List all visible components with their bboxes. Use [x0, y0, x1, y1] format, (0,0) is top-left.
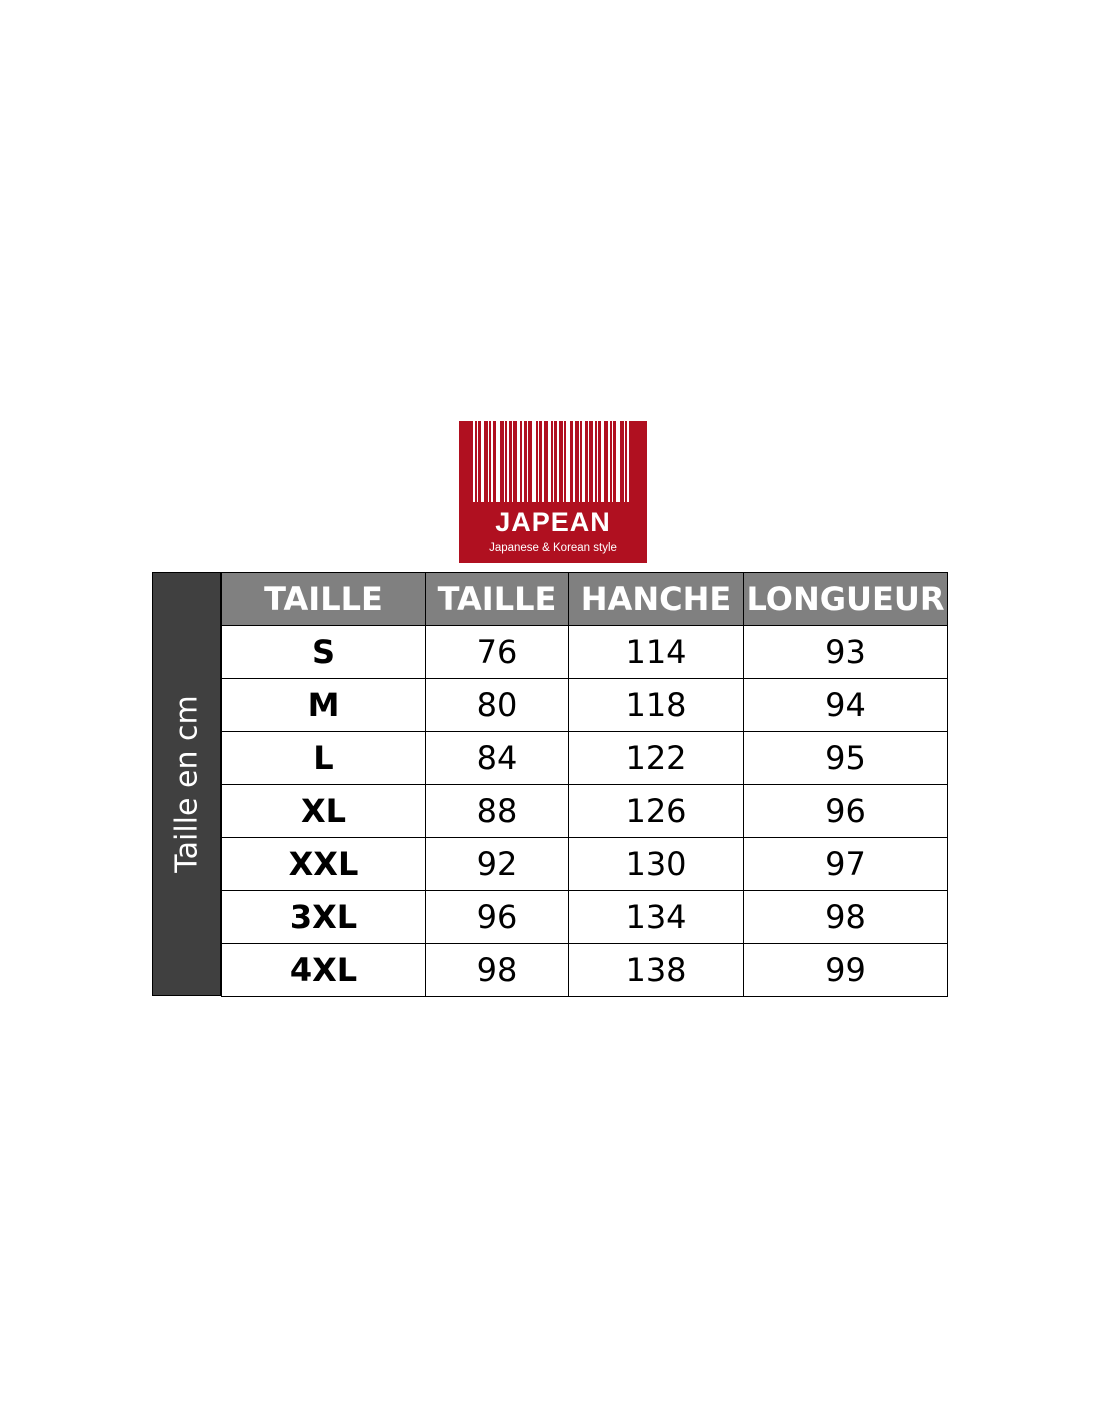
- logo-name: JAPEAN: [495, 507, 611, 537]
- barcode-graphic: [473, 421, 631, 502]
- barcode-bar: [504, 421, 505, 502]
- measure-cell: 118: [568, 678, 744, 732]
- table-row: M 80 118 94: [221, 678, 948, 732]
- header-cell: HANCHE: [568, 572, 744, 626]
- table-row: L 84 122 95: [221, 731, 948, 785]
- barcode-bar: [573, 421, 575, 502]
- barcode-bar: [608, 421, 610, 502]
- size-cell: L: [221, 731, 426, 785]
- size-cell: M: [221, 678, 426, 732]
- size-cell: XXL: [221, 837, 426, 891]
- barcode-bar: [522, 421, 524, 502]
- barcode-bar: [527, 421, 528, 502]
- barcode-bar: [616, 421, 620, 502]
- barcode-bar: [597, 421, 598, 502]
- side-label: Taille en cm: [169, 695, 204, 873]
- measure-cell: 126: [568, 784, 744, 838]
- barcode-bar: [496, 421, 500, 502]
- measure-cell: 98: [425, 943, 569, 997]
- measure-cell: 93: [743, 625, 948, 679]
- size-cell: XL: [221, 784, 426, 838]
- table-row: XL 88 126 96: [221, 784, 948, 838]
- barcode-bar: [627, 421, 629, 502]
- measure-cell: 94: [743, 678, 948, 732]
- size-cell: 4XL: [221, 943, 426, 997]
- measure-cell: 96: [425, 890, 569, 944]
- barcode-bar: [538, 421, 539, 502]
- measure-cell: 134: [568, 890, 744, 944]
- table-row: 4XL 98 138 99: [221, 943, 948, 997]
- header-cell: LONGUEUR: [743, 572, 948, 626]
- japean-logo: JAPEAN Japanese & Korean style: [459, 421, 647, 563]
- size-cell: 3XL: [221, 890, 426, 944]
- barcode-bar: [488, 421, 489, 502]
- barcode-bar: [473, 421, 475, 502]
- header-cell: TAILLE: [425, 572, 569, 626]
- size-cell: S: [221, 625, 426, 679]
- barcode-bar: [601, 421, 604, 502]
- barcode-bar: [593, 421, 595, 502]
- barcode-bar: [553, 421, 554, 502]
- measure-cell: 138: [568, 943, 744, 997]
- barcode-bar: [582, 421, 585, 502]
- measure-cell: 80: [425, 678, 569, 732]
- table-row: S 76 114 93: [221, 625, 948, 679]
- size-table: TAILLE TAILLE HANCHE LONGUEUR S 76 114 93 M 8…: [221, 572, 948, 997]
- barcode-bar: [542, 421, 544, 502]
- measure-cell: 84: [425, 731, 569, 785]
- barcode-bar: [512, 421, 513, 502]
- barcode-bar: [507, 421, 509, 502]
- barcode-bar: [612, 421, 613, 502]
- measure-cell: 130: [568, 837, 744, 891]
- measure-cell: 98: [743, 890, 948, 944]
- measure-cell: 114: [568, 625, 744, 679]
- table-row: 3XL 96 134 98: [221, 890, 948, 944]
- barcode-bar: [566, 421, 570, 502]
- barcode-bar: [491, 421, 493, 502]
- barcode-bar: [548, 421, 551, 502]
- measure-cell: 99: [743, 943, 948, 997]
- logo-tagline: Japanese & Korean style: [489, 542, 617, 554]
- header-row: TAILLE TAILLE HANCHE LONGUEUR: [221, 572, 948, 626]
- measure-cell: 88: [425, 784, 569, 838]
- measure-cell: 97: [743, 837, 948, 891]
- barcode-bar: [477, 421, 478, 502]
- measure-cell: 95: [743, 731, 948, 785]
- barcode-bar: [517, 421, 520, 502]
- barcode-bar: [481, 421, 484, 502]
- barcode-bar: [624, 421, 625, 502]
- measure-cell: 92: [425, 837, 569, 891]
- side-label-bar: Taille en cm: [152, 572, 221, 996]
- table-row: XXL 92 130 97: [221, 837, 948, 891]
- measure-cell: 96: [743, 784, 948, 838]
- barcode-bar: [588, 421, 589, 502]
- barcode-bar: [563, 421, 564, 502]
- barcode-bar: [579, 421, 580, 502]
- barcode-bar: [557, 421, 559, 502]
- measure-cell: 122: [568, 731, 744, 785]
- barcode-bar: [532, 421, 536, 502]
- measure-cell: 76: [425, 625, 569, 679]
- header-cell: TAILLE: [221, 572, 426, 626]
